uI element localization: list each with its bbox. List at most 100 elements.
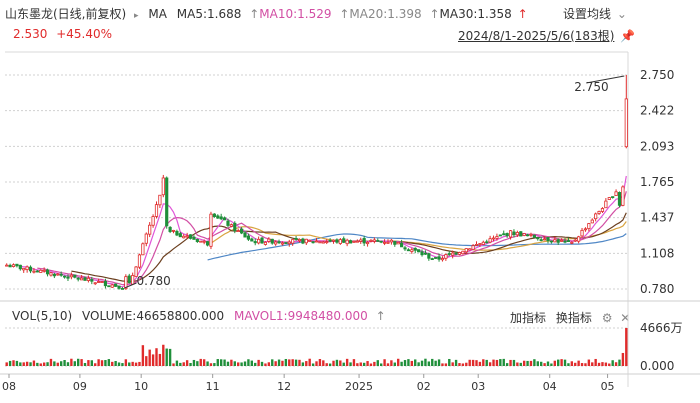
volume-bar xyxy=(587,359,591,366)
volume-bar xyxy=(362,362,366,366)
candle-body xyxy=(491,237,496,240)
volume-bar xyxy=(332,360,335,366)
volume-bar xyxy=(407,359,410,366)
candle-body xyxy=(352,241,356,243)
volume-bar xyxy=(550,363,553,366)
volume-bar xyxy=(209,363,213,366)
mavol-value: MAVOL1:9948480.000 xyxy=(233,309,368,323)
ma5-line xyxy=(20,175,627,288)
volume-bar xyxy=(271,359,274,366)
candle-body xyxy=(182,235,186,239)
date-range-row: 2024/8/1-2025/5/6(183根) 📌 xyxy=(458,27,635,44)
candle-body xyxy=(386,241,390,244)
candle-body xyxy=(117,285,121,289)
volume-bar xyxy=(499,359,502,366)
add-indicator-button[interactable]: 加指标 xyxy=(510,311,547,325)
candle-body xyxy=(83,277,87,281)
volume-bar xyxy=(247,359,250,366)
volume-bar xyxy=(594,358,597,366)
expand-triangle-icon[interactable]: ▸ xyxy=(134,11,139,21)
candle-body xyxy=(583,228,588,231)
candle-body xyxy=(308,239,312,242)
volume-bar xyxy=(454,359,458,366)
volume-bar xyxy=(417,362,420,366)
volume-bar xyxy=(322,360,325,366)
volume-bar xyxy=(22,362,25,366)
mavol-arrow-icon: ↑ xyxy=(375,309,386,323)
high-annotation-arrow xyxy=(586,75,625,84)
volume-bar xyxy=(301,362,305,366)
candle-body xyxy=(59,273,63,276)
volume-bar xyxy=(485,359,488,366)
ma-settings-button[interactable]: 设置均线 ⌄ xyxy=(563,5,627,22)
candle-body xyxy=(359,239,363,242)
candle-body xyxy=(434,257,438,259)
volume-bar xyxy=(128,362,131,366)
volume-bar xyxy=(29,362,32,366)
candle-body xyxy=(15,263,19,267)
gear-icon[interactable]: ⚙ xyxy=(601,311,613,325)
candle-body xyxy=(468,248,472,251)
volume-bar xyxy=(131,361,134,366)
candle-body xyxy=(93,282,97,285)
candle-body xyxy=(226,220,230,226)
volume-bar xyxy=(254,362,257,366)
candle-body xyxy=(260,237,264,244)
volume-bar xyxy=(546,361,550,366)
volume-value: VOLUME:46658800.000 xyxy=(82,309,225,323)
volume-bar xyxy=(618,359,621,366)
candle-body xyxy=(80,277,84,281)
price-tick-label: 1.437 xyxy=(640,211,674,225)
x-axis-label: 08 xyxy=(2,380,16,393)
close-icon[interactable]: ✕ xyxy=(620,311,631,325)
candle-body xyxy=(604,200,608,209)
candle-body xyxy=(549,240,553,243)
volume-tick-label: 4666万 xyxy=(640,321,683,335)
volume-bar xyxy=(386,363,390,366)
candle-body xyxy=(403,247,407,250)
candle-body xyxy=(100,281,104,283)
candle-body xyxy=(110,284,114,288)
candle-body xyxy=(566,240,571,242)
volume-bar xyxy=(482,359,485,366)
candle-body xyxy=(39,269,43,273)
candle-body xyxy=(175,230,179,236)
volume-bar xyxy=(32,360,36,366)
candle-body xyxy=(365,241,370,245)
candle-body xyxy=(8,264,12,268)
candle-body xyxy=(148,224,152,235)
x-axis-label: 12 xyxy=(277,380,291,393)
ma30-value: MA30:1.358 xyxy=(439,7,512,21)
candle-body xyxy=(86,277,90,281)
ma30-up-arrow-icon: ↑ xyxy=(517,7,528,21)
candle-body xyxy=(621,186,625,206)
high-annotation-label: 2.750 xyxy=(574,80,608,94)
volume-bar xyxy=(63,360,66,366)
switch-indicator-button[interactable]: 换指标 xyxy=(555,311,592,325)
volume-bar xyxy=(414,359,417,366)
candle-body xyxy=(28,266,33,272)
candle-body xyxy=(52,273,56,277)
candle-body xyxy=(236,230,240,233)
volume-bar xyxy=(206,361,209,366)
candle-body xyxy=(287,241,291,244)
volume-bar xyxy=(621,352,625,366)
candle-body xyxy=(461,250,465,255)
volume-bar xyxy=(390,360,393,366)
volume-bar xyxy=(345,358,349,366)
pin-icon[interactable]: 📌 xyxy=(620,29,636,43)
candle-body xyxy=(137,254,142,268)
volume-bar xyxy=(230,359,233,366)
volume-bar xyxy=(591,362,594,366)
candle-body xyxy=(508,230,513,238)
candle-body xyxy=(216,215,220,219)
candle-body xyxy=(76,277,80,280)
candle-body xyxy=(457,252,462,255)
candle-body xyxy=(277,241,281,244)
volume-bar xyxy=(53,361,56,366)
candle-body xyxy=(474,244,479,246)
volume-bar xyxy=(342,362,345,366)
ma30-line xyxy=(210,221,627,251)
volume-bar xyxy=(165,348,168,366)
volume-bar xyxy=(311,363,315,366)
